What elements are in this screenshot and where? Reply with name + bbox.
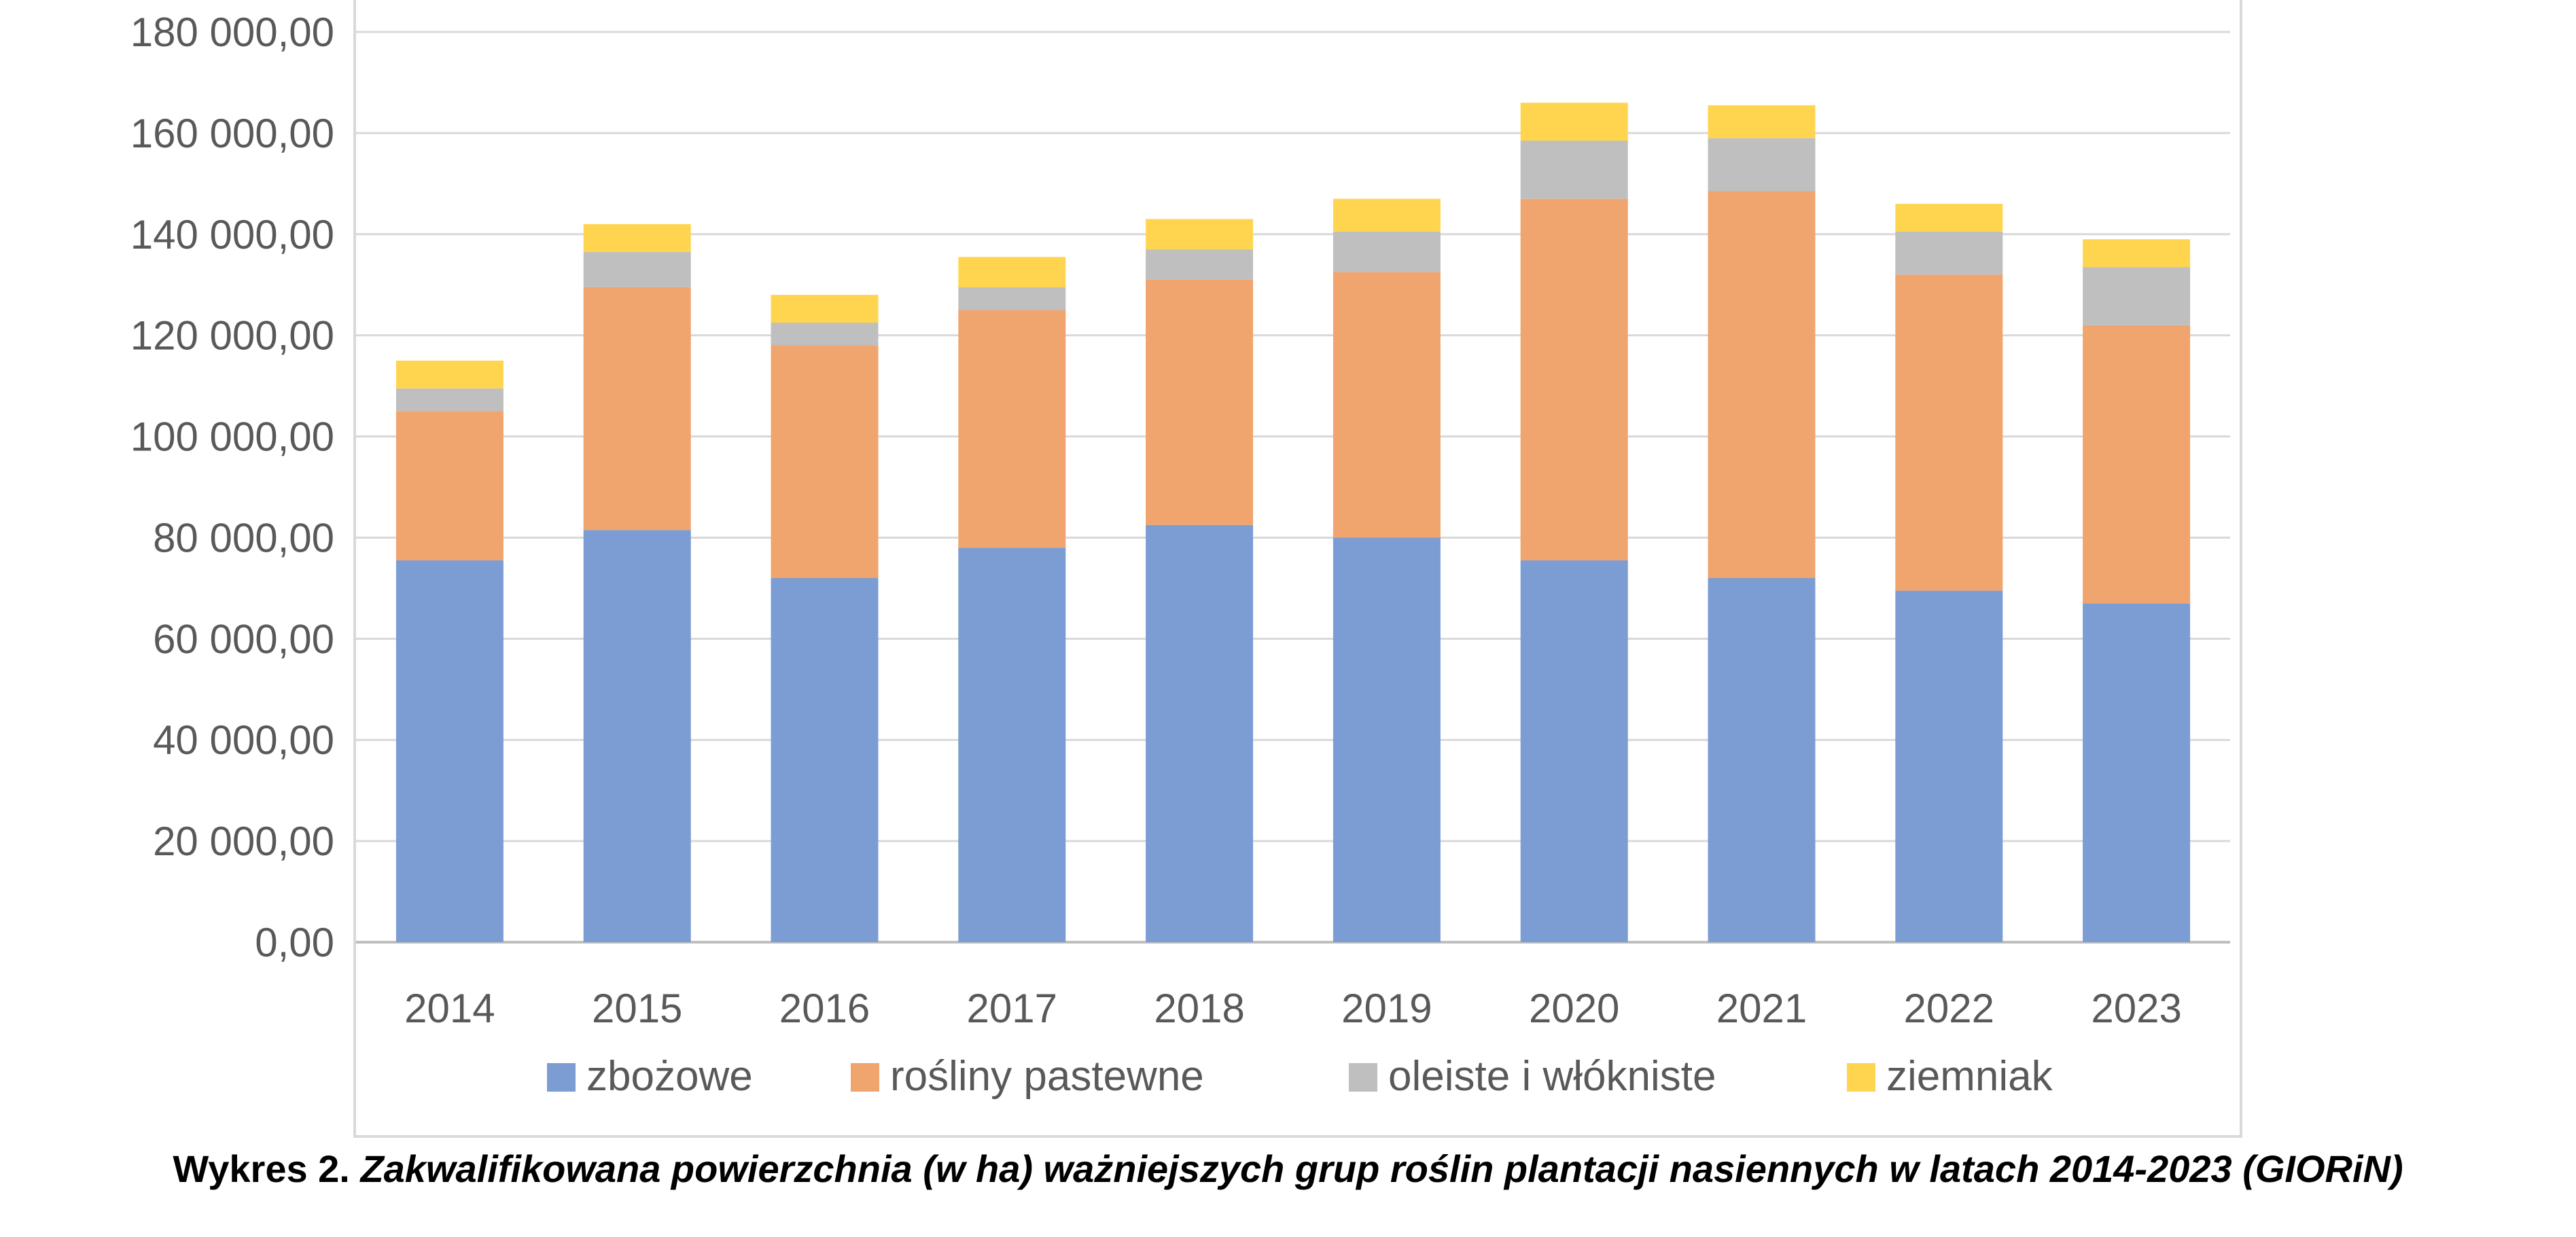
bar-segment bbox=[1333, 232, 1441, 272]
bar-segment bbox=[583, 223, 691, 252]
bar-segment bbox=[395, 388, 504, 412]
bar-segment bbox=[2083, 239, 2191, 268]
y-tick-label: 120 000,00 bbox=[130, 313, 334, 359]
bar-segment bbox=[958, 548, 1066, 942]
bar-segment bbox=[583, 530, 691, 942]
x-tick-label: 2021 bbox=[1716, 986, 1807, 1031]
bar-segment bbox=[1146, 279, 1254, 525]
bar-segment bbox=[1146, 219, 1254, 250]
bar-segment bbox=[958, 287, 1066, 310]
y-tick-label: 0,00 bbox=[255, 920, 334, 965]
bar-segment bbox=[1146, 249, 1254, 280]
y-tick-label: 100 000,00 bbox=[130, 414, 334, 460]
bar-segment bbox=[1520, 560, 1628, 942]
legend-label: ziemniak bbox=[1886, 1053, 2053, 1100]
legend-swatch bbox=[547, 1063, 576, 1092]
x-tick-label: 2019 bbox=[1341, 986, 1432, 1031]
bar-segment bbox=[1895, 204, 2003, 232]
bar-segment bbox=[1520, 141, 1628, 199]
y-tick-label: 20 000,00 bbox=[153, 819, 334, 864]
x-tick-label: 2023 bbox=[2091, 986, 2181, 1031]
bar-segment bbox=[395, 411, 504, 560]
legend: zbożowe rośliny pastewne oleiste i włóknis… bbox=[547, 1053, 2053, 1100]
bar-segment bbox=[1708, 105, 1816, 139]
figure-caption: Wykres 2. Zakwalifikowana powierzchnia (… bbox=[0, 1147, 2576, 1201]
stacked-bar-chart: 0,00 20 000,00 40 000,00 60 000,00 80 000,00… bbox=[130, 10, 2230, 1100]
bar-segment bbox=[1708, 578, 1816, 942]
bar-segment bbox=[1146, 524, 1254, 942]
x-axis: 2014 2015 2016 2017 2018 2019 2020 2021 2022 2023 bbox=[404, 986, 2182, 1031]
legend-label: rośliny pastewne bbox=[890, 1053, 1204, 1100]
x-tick-label: 2017 bbox=[967, 986, 1057, 1031]
bar-segment bbox=[1333, 272, 1441, 538]
bars bbox=[395, 103, 2191, 942]
bar-segment bbox=[1895, 232, 2003, 275]
y-tick-label: 160 000,00 bbox=[130, 111, 334, 156]
bar-segment bbox=[1520, 198, 1628, 560]
y-tick-label: 40 000,00 bbox=[153, 717, 334, 763]
legend-swatch bbox=[1349, 1063, 1377, 1092]
chart-frame bbox=[353, 0, 2242, 1138]
bar-segment bbox=[395, 560, 504, 942]
bar-segment bbox=[771, 295, 879, 323]
x-tick-label: 2022 bbox=[1904, 986, 1994, 1031]
bar-segment bbox=[1333, 198, 1441, 232]
legend-label: oleiste i włókniste bbox=[1388, 1053, 1716, 1100]
x-tick-label: 2020 bbox=[1529, 986, 1619, 1031]
x-tick-label: 2015 bbox=[592, 986, 682, 1031]
y-tick-label: 60 000,00 bbox=[153, 616, 334, 662]
legend-label: zbożowe bbox=[586, 1053, 753, 1100]
bar-segment bbox=[2083, 325, 2191, 604]
bar-segment bbox=[1333, 537, 1441, 942]
bar-segment bbox=[958, 257, 1066, 287]
bar-segment bbox=[771, 345, 879, 578]
bar-segment bbox=[1708, 191, 1816, 578]
bar-segment bbox=[1708, 138, 1816, 192]
bar-segment bbox=[583, 287, 691, 531]
y-tick-label: 140 000,00 bbox=[130, 212, 334, 257]
y-tick-label: 180 000,00 bbox=[130, 10, 334, 55]
bar-segment bbox=[1895, 590, 2003, 942]
caption-prefix: Wykres 2. bbox=[173, 1147, 350, 1190]
bar-segment bbox=[958, 310, 1066, 548]
x-tick-label: 2014 bbox=[404, 986, 495, 1031]
x-tick-label: 2016 bbox=[779, 986, 870, 1031]
bar-segment bbox=[771, 323, 879, 346]
legend-swatch bbox=[851, 1063, 879, 1092]
bar-segment bbox=[771, 578, 879, 942]
bar-segment bbox=[583, 251, 691, 287]
bar-segment bbox=[1895, 274, 2003, 591]
x-tick-label: 2018 bbox=[1154, 986, 1244, 1031]
y-axis: 0,00 20 000,00 40 000,00 60 000,00 80 000,00… bbox=[130, 10, 334, 965]
bar-segment bbox=[395, 360, 504, 389]
legend-swatch bbox=[1847, 1063, 1875, 1092]
bar-segment bbox=[1520, 103, 1628, 141]
caption-text: Zakwalifikowana powierzchnia (w ha) ważn… bbox=[360, 1147, 2403, 1190]
y-tick-label: 80 000,00 bbox=[153, 515, 334, 560]
bar-segment bbox=[2083, 267, 2191, 325]
bar-segment bbox=[2083, 603, 2191, 942]
